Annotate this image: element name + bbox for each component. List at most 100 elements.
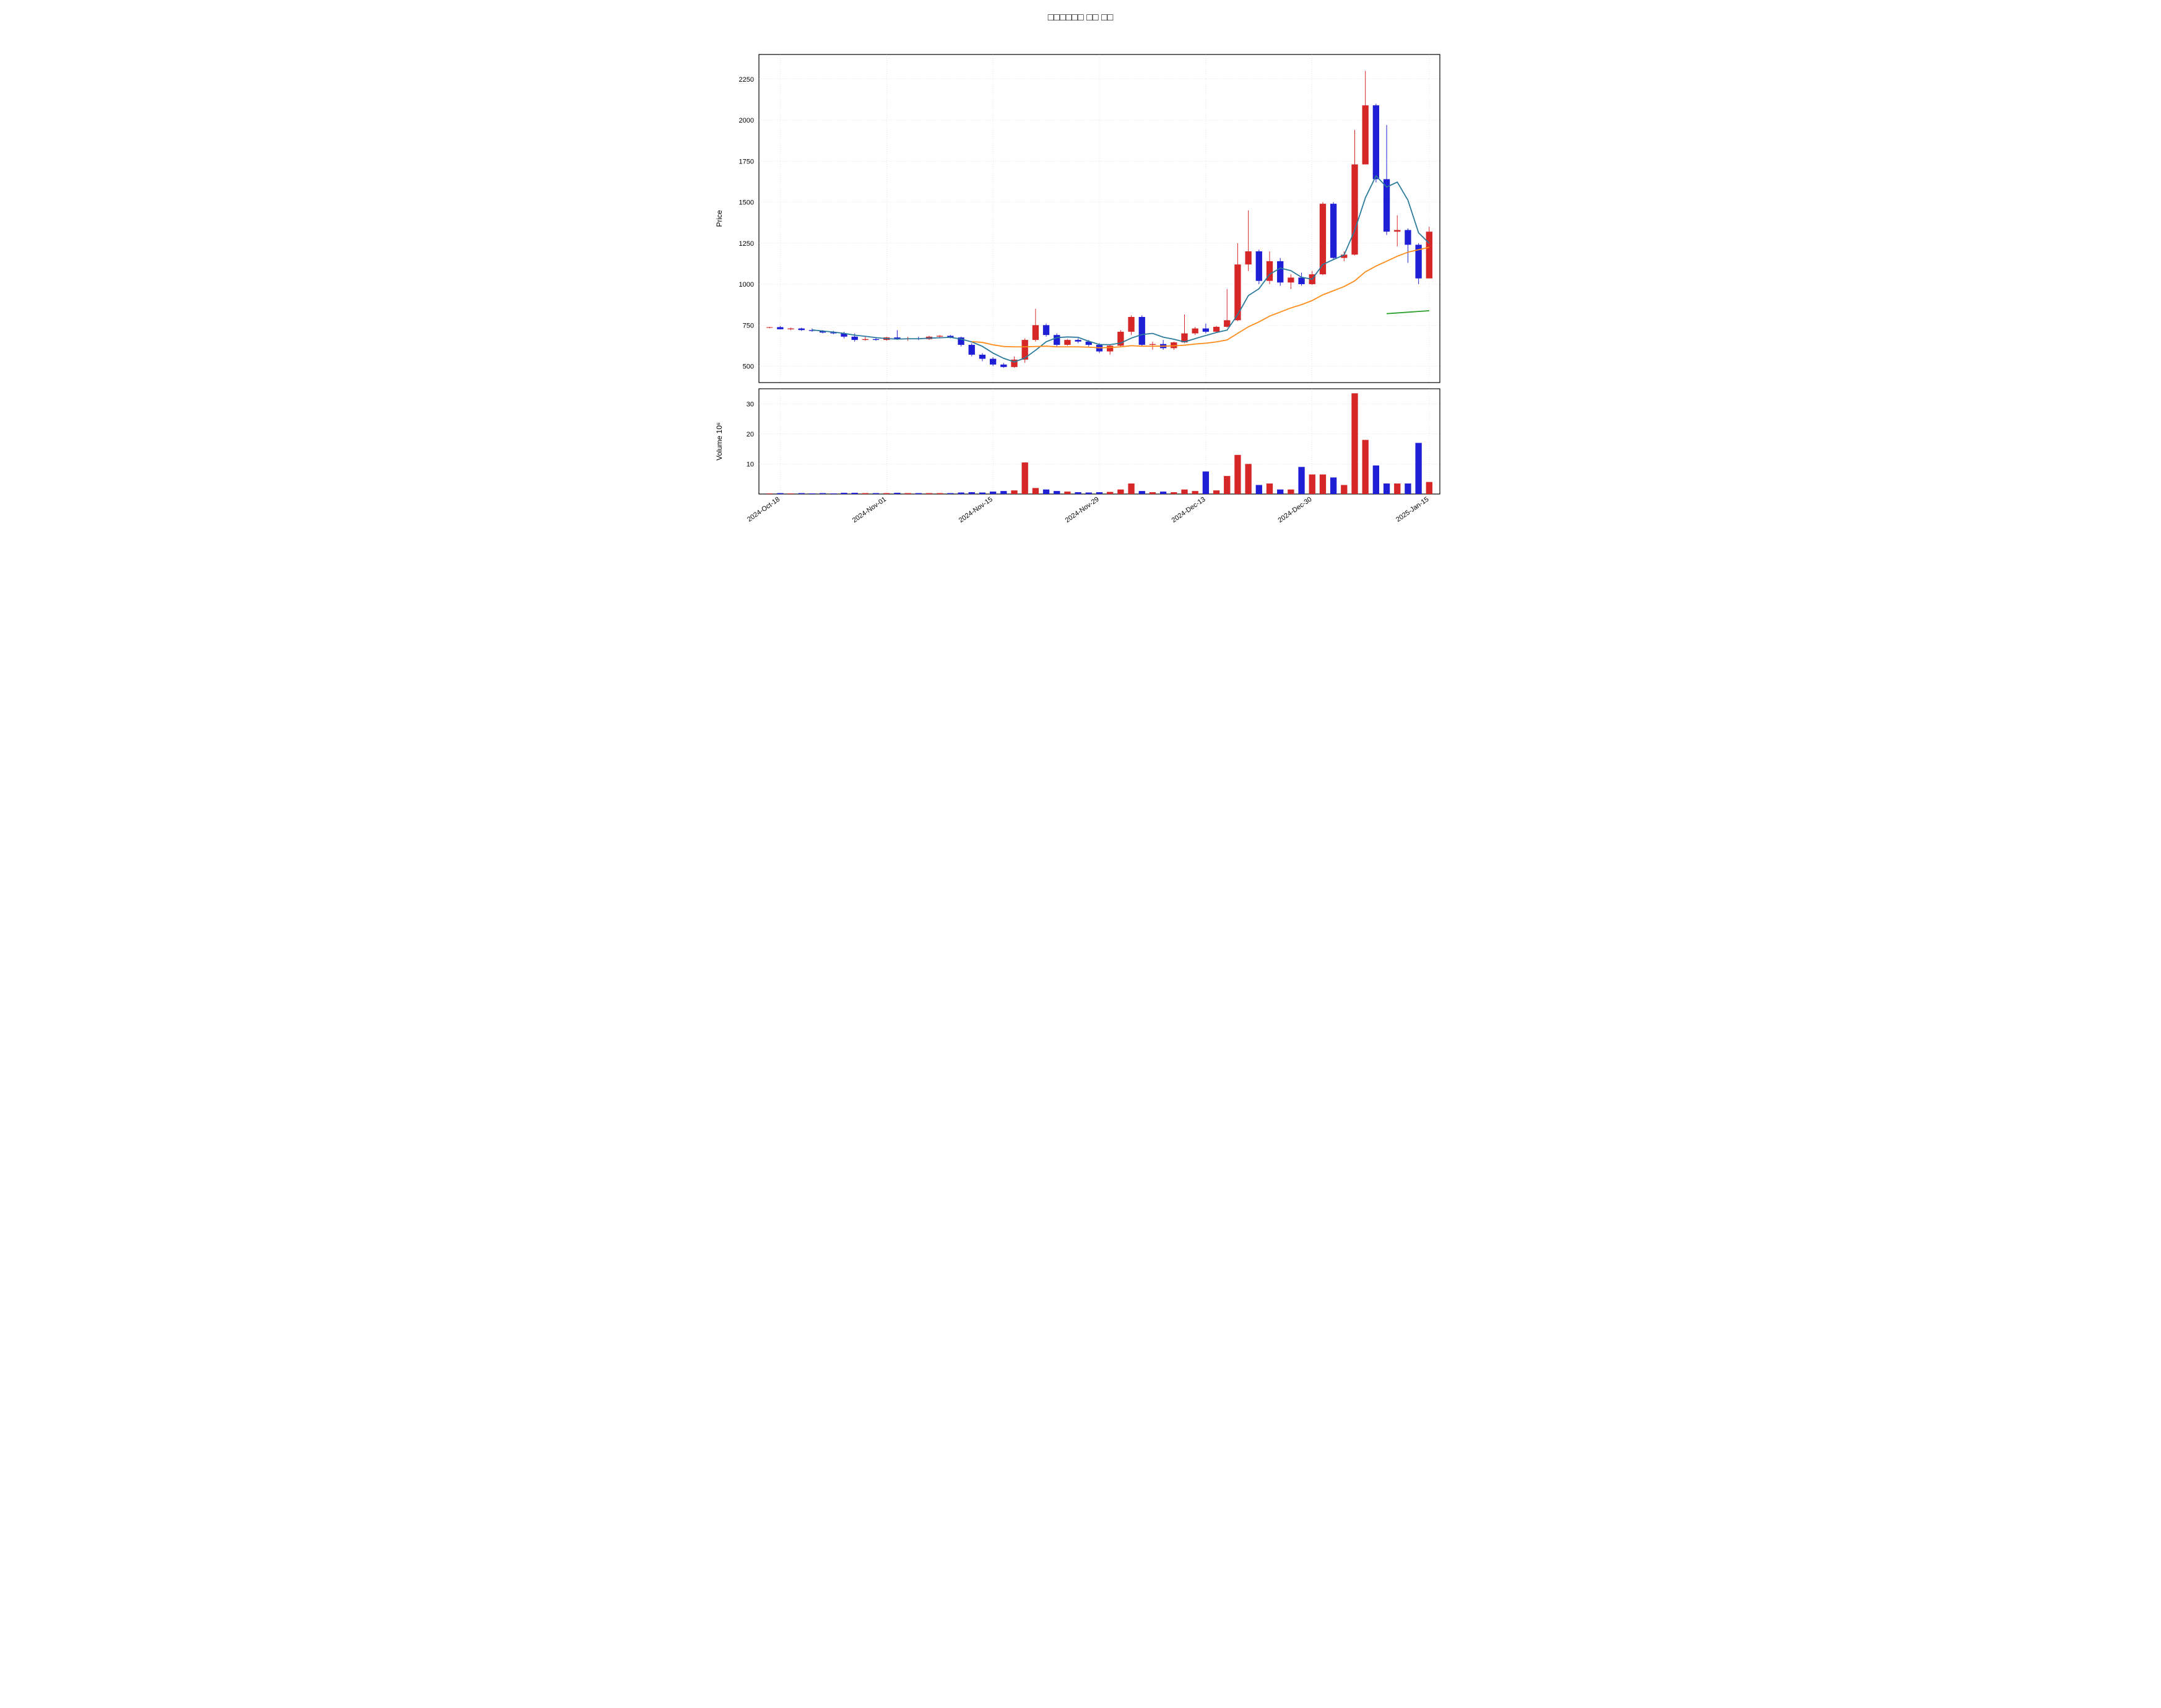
x-tick-label: 2024-Dec-13 bbox=[1170, 496, 1206, 524]
volume-bar bbox=[904, 493, 911, 494]
candle-body bbox=[1426, 232, 1432, 279]
price-ytick: 2250 bbox=[738, 76, 753, 84]
candle-body bbox=[1064, 340, 1070, 345]
x-tick-label: 2024-Oct-18 bbox=[746, 496, 781, 524]
volume-bar bbox=[1000, 491, 1007, 494]
volume-bar bbox=[851, 493, 857, 494]
candle-body bbox=[979, 355, 985, 359]
volume-bar bbox=[1383, 483, 1389, 494]
candle-body bbox=[1372, 105, 1379, 179]
volume-bar bbox=[1362, 440, 1368, 494]
volume-ytick: 20 bbox=[746, 431, 753, 438]
volume-bar bbox=[915, 493, 921, 494]
volume-bar bbox=[1128, 483, 1134, 494]
volume-bar bbox=[1042, 490, 1049, 494]
volume-bar bbox=[1415, 443, 1421, 494]
candle-body bbox=[1288, 277, 1294, 282]
volume-bar bbox=[798, 493, 804, 494]
volume-bar bbox=[1372, 466, 1379, 494]
candle-body bbox=[851, 337, 857, 340]
volume-bar bbox=[1192, 491, 1198, 494]
volume-bar bbox=[1266, 483, 1272, 494]
volume-bar bbox=[1085, 493, 1091, 494]
volume-bar bbox=[787, 493, 794, 494]
volume-bar bbox=[1245, 464, 1251, 494]
candle-body bbox=[1138, 317, 1145, 345]
volume-bar bbox=[777, 493, 783, 494]
volume-bar bbox=[766, 493, 773, 494]
volume-bar bbox=[1096, 492, 1102, 494]
volume-bar bbox=[1202, 472, 1208, 494]
candle-body bbox=[1245, 251, 1251, 264]
candle-body bbox=[1202, 329, 1208, 332]
volume-bar bbox=[1171, 492, 1177, 494]
volume-bar bbox=[1107, 492, 1113, 494]
price-ytick: 1250 bbox=[738, 240, 753, 248]
chart-title: □□□□□□ □□ □□ bbox=[709, 12, 1452, 24]
x-tick-label: 2024-Nov-15 bbox=[957, 496, 994, 524]
volume-bar bbox=[1394, 483, 1400, 494]
candle-body bbox=[1405, 230, 1411, 245]
volume-bar bbox=[968, 492, 974, 494]
volume-bar bbox=[872, 493, 878, 494]
volume-bar bbox=[925, 493, 932, 494]
volume-bar bbox=[1159, 492, 1166, 494]
trend-line bbox=[1387, 311, 1429, 314]
candle-body bbox=[872, 339, 878, 340]
x-tick-label: 2024-Nov-29 bbox=[1063, 496, 1100, 524]
price-ylabel: Price bbox=[715, 210, 724, 227]
candle-body bbox=[798, 329, 804, 331]
candle-body bbox=[1000, 365, 1007, 367]
price-ytick: 1500 bbox=[738, 199, 753, 207]
candle-body bbox=[1075, 340, 1081, 342]
price-ytick: 1000 bbox=[738, 281, 753, 288]
candle-body bbox=[968, 345, 974, 355]
volume-bar bbox=[1213, 490, 1219, 494]
volume-bar bbox=[894, 493, 900, 494]
candle-body bbox=[1298, 277, 1304, 284]
x-tick-label: 2024-Dec-30 bbox=[1276, 496, 1313, 524]
volume-bar bbox=[937, 493, 943, 494]
volume-bar bbox=[1021, 462, 1028, 494]
volume-bar bbox=[1234, 455, 1241, 494]
candle-body bbox=[862, 339, 868, 340]
volume-bar bbox=[883, 493, 890, 494]
volume-bar bbox=[989, 492, 995, 494]
volume-bar bbox=[1341, 485, 1347, 494]
volume-bar bbox=[862, 493, 868, 494]
volume-bar bbox=[1224, 476, 1230, 494]
volume-bar bbox=[958, 493, 964, 494]
candle-body bbox=[1107, 345, 1113, 351]
volume-bar bbox=[1117, 490, 1124, 494]
volume-bar bbox=[1011, 490, 1017, 494]
volume-bar bbox=[808, 493, 815, 494]
volume-ylabel: Volume 10⁶ bbox=[715, 422, 724, 461]
candle-body bbox=[1224, 320, 1230, 327]
candle-body bbox=[1277, 261, 1283, 282]
volume-bar bbox=[1426, 482, 1432, 494]
volume-bar bbox=[1149, 492, 1155, 494]
volume-bar bbox=[830, 493, 836, 494]
volume-bar bbox=[1309, 474, 1315, 494]
ma20-line bbox=[971, 247, 1429, 347]
volume-bar bbox=[979, 493, 985, 494]
candle-body bbox=[1394, 230, 1400, 232]
volume-bar bbox=[841, 493, 847, 494]
candle-body bbox=[1032, 325, 1038, 340]
volume-bar bbox=[1351, 393, 1358, 494]
volume-ytick: 10 bbox=[746, 461, 753, 468]
price-ytick: 1750 bbox=[738, 158, 753, 165]
volume-bar bbox=[1288, 490, 1294, 494]
candle-body bbox=[1149, 344, 1155, 345]
price-ytick: 750 bbox=[742, 322, 753, 329]
candle-body bbox=[1192, 329, 1198, 334]
chart-container: □□□□□□ □□ □□ 500750100012501500175020002… bbox=[697, 0, 1465, 587]
price-ytick: 500 bbox=[742, 363, 753, 371]
candle-body bbox=[1234, 264, 1241, 320]
volume-bar bbox=[947, 493, 953, 494]
x-tick-label: 2025-Jan-15 bbox=[1395, 496, 1430, 524]
candle-body bbox=[1330, 204, 1336, 258]
volume-bar bbox=[1054, 491, 1060, 494]
candle-body bbox=[777, 327, 783, 329]
candle-body bbox=[1351, 165, 1358, 255]
